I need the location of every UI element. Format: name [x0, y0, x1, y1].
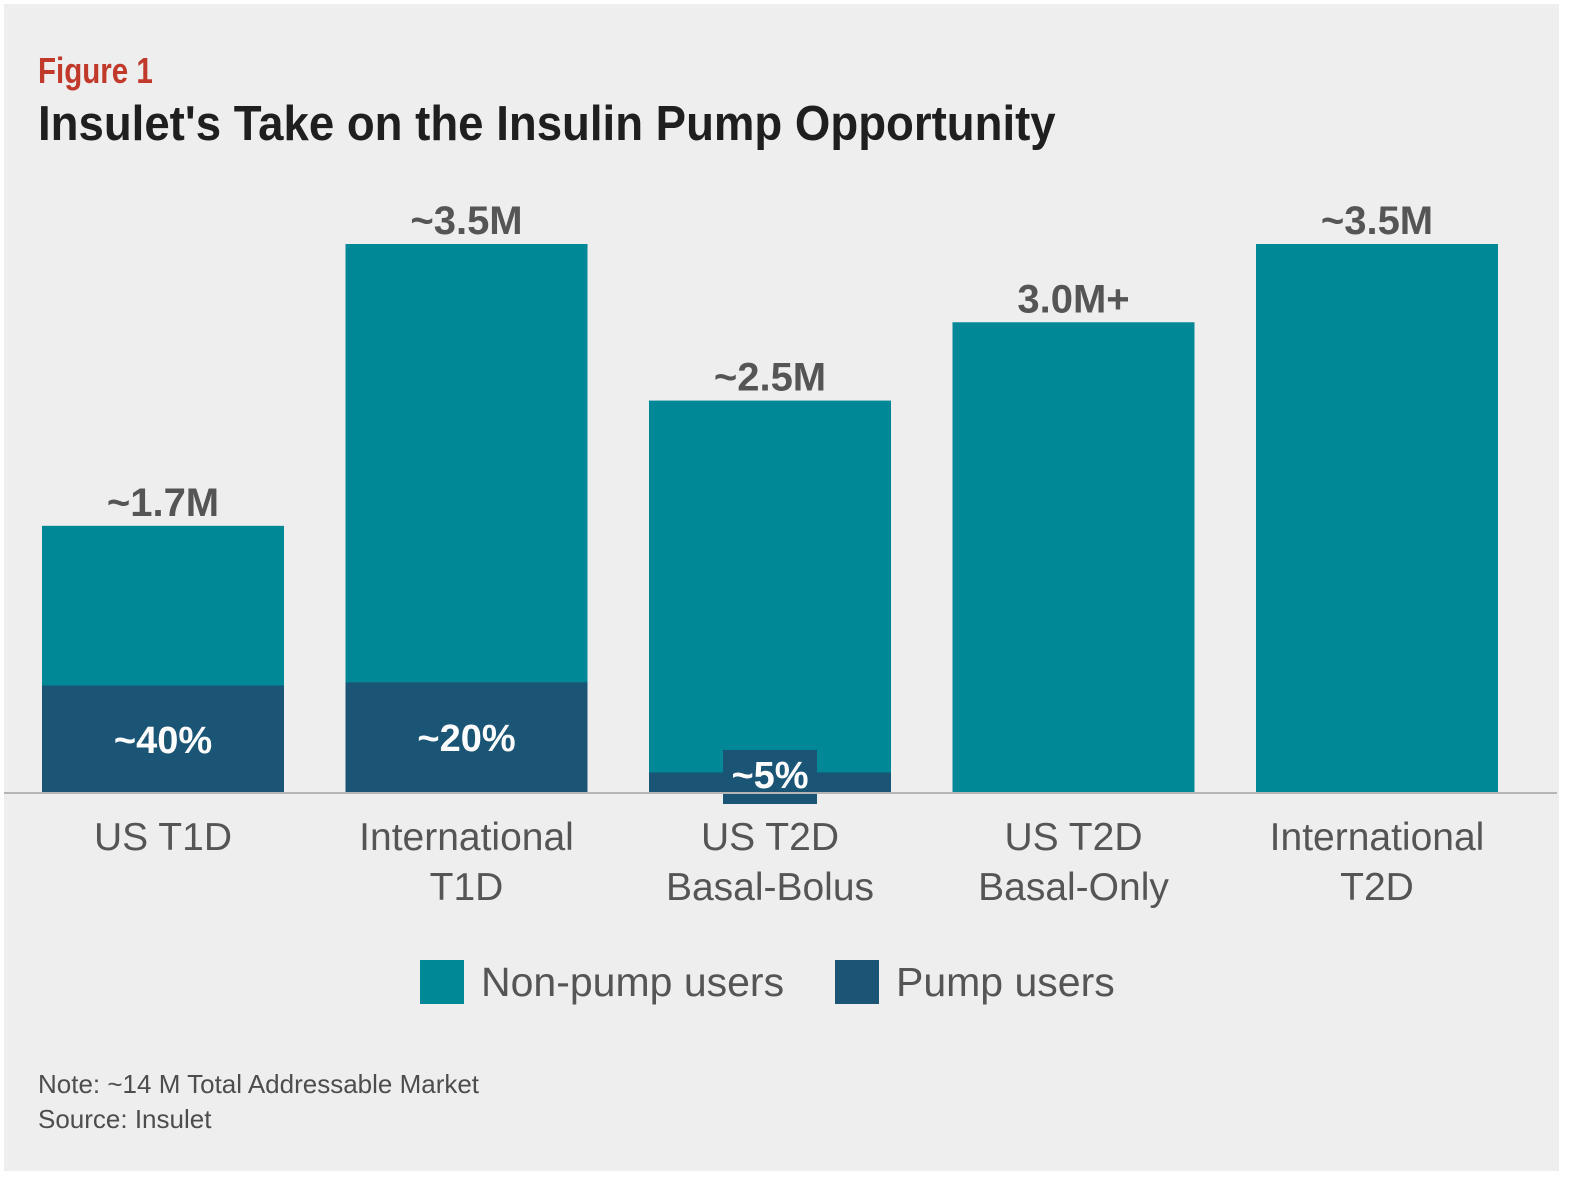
bar-non-pump-4 [1256, 244, 1498, 792]
category-label-1-0: International [359, 816, 574, 859]
category-label-1-1: T1D [430, 866, 504, 909]
category-label-3-0: US T2D [1005, 816, 1143, 859]
bar-non-pump-2 [649, 400, 891, 792]
category-label-2-0: US T2D [701, 816, 839, 859]
pump-label-1: ~20% [417, 718, 515, 760]
footnote: Note: ~14 M Total Addressable Market Sou… [38, 1067, 479, 1137]
category-label-2-1: Basal-Bolus [666, 866, 874, 909]
chart-legend: Non-pump users Pump users [0, 958, 1581, 1008]
legend-item-pump: Pump users [835, 958, 1115, 1006]
bar-pump-1 [345, 682, 588, 792]
pump-label-box-2 [723, 750, 817, 804]
total-label-3: 3.0M+ [1017, 277, 1129, 321]
category-label-4-1: T2D [1340, 866, 1414, 909]
pump-label-2: ~5% [731, 755, 808, 797]
bar-non-pump-3 [952, 322, 1195, 792]
bar-pump-0 [42, 685, 284, 792]
figure-label: Figure 1 [38, 50, 153, 91]
total-label-0: ~1.7M [107, 481, 219, 525]
legend-swatch-pump [835, 960, 879, 1004]
bar-chart: ~40% ~1.7M US T1D ~20% ~3.5M International T1D… [4, 199, 1557, 909]
pump-label-0: ~40% [114, 720, 212, 762]
legend-label-pump: Pump users [896, 958, 1115, 1005]
category-label-3-1: Basal-Only [978, 866, 1169, 909]
legend-item-non-pump: Non-pump users [420, 958, 784, 1006]
total-label-1: ~3.5M [410, 199, 522, 243]
total-label-4: ~3.5M [1321, 199, 1433, 243]
category-label-0-0: US T1D [94, 816, 232, 859]
source-text: Source: Insulet [38, 1104, 212, 1134]
category-label-4-0: International [1270, 816, 1485, 859]
legend-label-non-pump: Non-pump users [481, 958, 785, 1005]
note-text: Note: ~14 M Total Addressable Market [38, 1069, 480, 1099]
legend-swatch-non-pump [420, 960, 464, 1004]
total-label-2: ~2.5M [714, 356, 826, 400]
chart-title: Insulet's Take on the Insulin Pump Oppor… [38, 97, 1056, 151]
